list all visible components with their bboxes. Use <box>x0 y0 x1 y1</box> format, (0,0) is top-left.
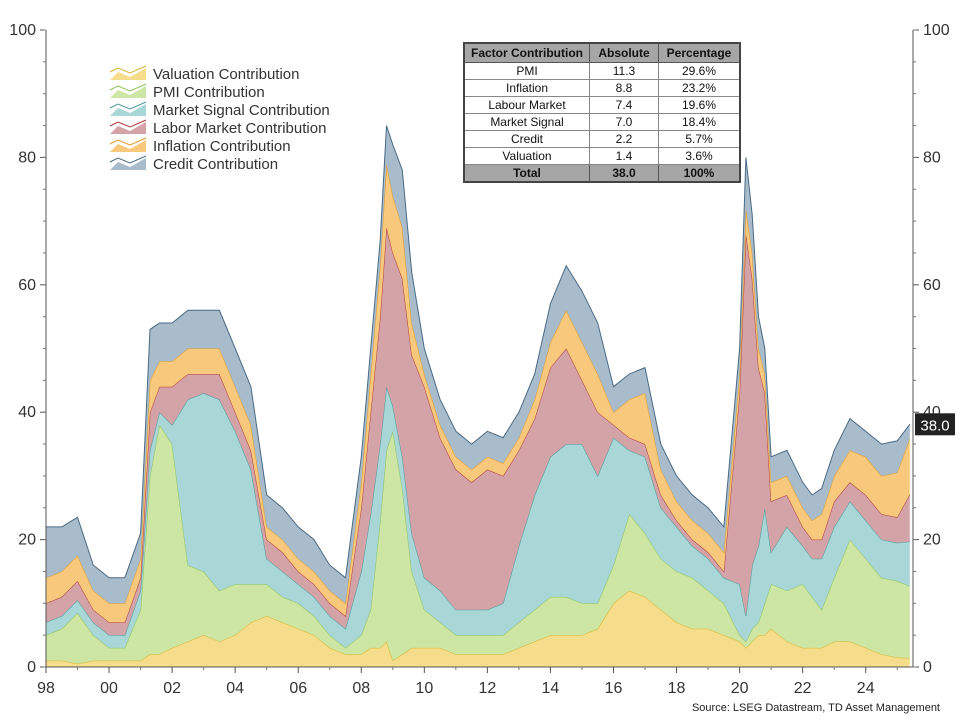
table-cell: 5.7% <box>658 130 741 148</box>
table-cell: 38.0 <box>589 164 659 183</box>
factor-contribution-table: Factor Contribution Absolute Percentage … <box>463 42 741 183</box>
legend-swatch-line <box>109 155 147 164</box>
legend-label: PMI Contribution <box>153 84 265 101</box>
x-tick-label: 12 <box>478 680 496 697</box>
source-note: Source: LSEG Datastream, TD Asset Manage… <box>691 702 940 714</box>
legend-label: Credit Contribution <box>153 156 278 173</box>
series-area <box>46 163 910 623</box>
series-area <box>46 227 910 636</box>
table-cell: 29.6% <box>658 62 741 80</box>
legend-label: Inflation Contribution <box>153 138 291 155</box>
y-tick-label: 20 <box>18 532 36 549</box>
table-row: Labour Market 7.4 19.6% <box>463 96 741 114</box>
y-tick-label: 40 <box>18 404 36 421</box>
table-header: Percentage <box>658 42 741 63</box>
table-row: Inflation 8.8 23.2% <box>463 79 741 97</box>
table-cell: 23.2% <box>658 79 741 97</box>
y-tick-label: 100 <box>9 22 36 39</box>
table-row: Valuation 1.4 3.6% <box>463 147 741 165</box>
series-area <box>46 125 910 604</box>
x-tick-label: 24 <box>857 680 875 697</box>
series-area <box>46 590 910 667</box>
table-row: Market Signal 7.0 18.4% <box>463 113 741 131</box>
table-cell: Labour Market <box>463 96 590 114</box>
legend-swatch-line <box>109 137 147 146</box>
y-tick-label-right: 20 <box>923 532 941 549</box>
y-tick-label-right: 80 <box>923 149 941 166</box>
legend-swatch-line <box>109 65 147 74</box>
legend-swatch <box>110 86 146 98</box>
table-cell: Credit <box>463 130 590 148</box>
series-area <box>46 424 910 664</box>
x-tick-label: 04 <box>226 680 244 697</box>
x-tick-label: 06 <box>289 680 307 697</box>
y-tick-label-right: 100 <box>923 22 950 39</box>
y-tick-label: 60 <box>18 277 36 294</box>
table-row: PMI 11.3 29.6% <box>463 62 741 80</box>
table-header: Absolute <box>589 42 659 63</box>
y-tick-label: 80 <box>18 149 36 166</box>
chart-areas <box>45 125 911 667</box>
table-cell: 7.0 <box>589 113 659 131</box>
legend-label: Market Signal Contribution <box>153 102 330 119</box>
table-cell: Inflation <box>463 79 590 97</box>
table-cell: 8.8 <box>589 79 659 97</box>
legend-swatch-line <box>109 83 147 92</box>
table-cell: 100% <box>658 164 741 183</box>
table-cell: Valuation <box>463 147 590 165</box>
legend-swatch <box>110 104 146 116</box>
legend-swatch-line <box>109 101 147 110</box>
legend-swatch <box>110 122 146 134</box>
table-cell: 7.4 <box>589 96 659 114</box>
x-tick-label: 22 <box>794 680 812 697</box>
table-cell: PMI <box>463 62 590 80</box>
table-header-row: Factor Contribution Absolute Percentage <box>463 42 741 63</box>
x-tick-label: 16 <box>605 680 623 697</box>
series-line <box>46 125 911 579</box>
last-value-label: 38.0 <box>920 417 949 434</box>
x-tick-label: 14 <box>542 680 560 697</box>
x-tick-label: 98 <box>37 680 55 697</box>
legend-label: Valuation Contribution <box>153 66 299 83</box>
x-tick-label: 02 <box>163 680 181 697</box>
table-row: Credit 2.2 5.7% <box>463 130 741 148</box>
legend-label: Labor Market Contribution <box>153 120 326 137</box>
x-tick-label: 00 <box>100 680 118 697</box>
table-total-row: Total 38.0 100% <box>463 164 741 183</box>
table-cell: 3.6% <box>658 147 741 165</box>
table-cell: 18.4% <box>658 113 741 131</box>
table-cell: 19.6% <box>658 96 741 114</box>
last-value-box <box>915 413 955 436</box>
series-area <box>46 386 910 648</box>
table-cell: Market Signal <box>463 113 590 131</box>
table-cell: 1.4 <box>589 147 659 165</box>
table-header: Factor Contribution <box>463 42 590 63</box>
x-tick-label: 08 <box>352 680 370 697</box>
table-cell: Total <box>463 164 590 183</box>
legend-swatch-line <box>109 119 147 128</box>
x-tick-label: 10 <box>415 680 433 697</box>
legend-swatch <box>110 158 146 170</box>
x-tick-label: 18 <box>668 680 686 697</box>
table-cell: 11.3 <box>589 62 659 80</box>
legend-swatch <box>110 68 146 80</box>
y-tick-label: 0 <box>27 659 36 676</box>
table-cell: 2.2 <box>589 130 659 148</box>
x-tick-label: 20 <box>731 680 749 697</box>
y-tick-label-right: 60 <box>923 277 941 294</box>
legend-swatch <box>110 140 146 152</box>
y-tick-label-right: 0 <box>923 659 932 676</box>
